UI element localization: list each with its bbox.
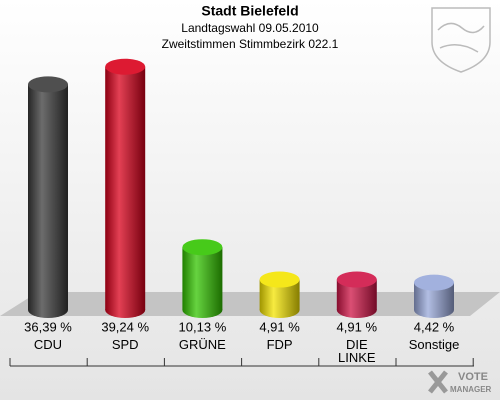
bar [182,239,223,318]
bar [105,58,146,318]
x-tick-label: SPD [111,337,139,352]
x-tick-label: DIE LINKE [338,337,376,365]
x-tick-label: Sonstige [408,337,460,352]
bar-top [336,271,377,288]
chart-subtitle: Landtagswahl 09.05.2010 [181,21,319,35]
logo-text: MANAGER [450,385,492,394]
bar [336,271,377,318]
bar-top [28,76,68,93]
bar-top [182,239,223,256]
value-label: 4,42 % [414,319,455,334]
logo-text: VOTE [458,371,488,383]
bar-top [105,58,146,75]
value-label: 36,39 % [24,319,72,334]
bar-body [28,84,68,311]
chart-subtitle: Zweitstimmen Stimmbezirk 022.1 [162,37,339,51]
x-tick-label: FDP [266,337,293,352]
bar-body [105,66,146,310]
value-label: 10,13 % [179,319,227,334]
logo: VOTE MANAGER [428,370,492,394]
bar [414,274,454,318]
bar-body [182,247,223,310]
x-tick-label: CDU [33,337,63,352]
bar-top [414,274,454,291]
value-label: 4,91 % [337,319,378,334]
bar [28,76,68,318]
coat-of-arms [431,7,491,73]
value-label: 39,24 % [101,319,149,334]
x-tick-label: GRÜNE [178,337,226,352]
chart-title: Stadt Bielefeld [201,3,298,19]
bar-top [259,271,300,288]
value-label: 4,91 % [259,319,300,334]
bar [259,271,300,318]
